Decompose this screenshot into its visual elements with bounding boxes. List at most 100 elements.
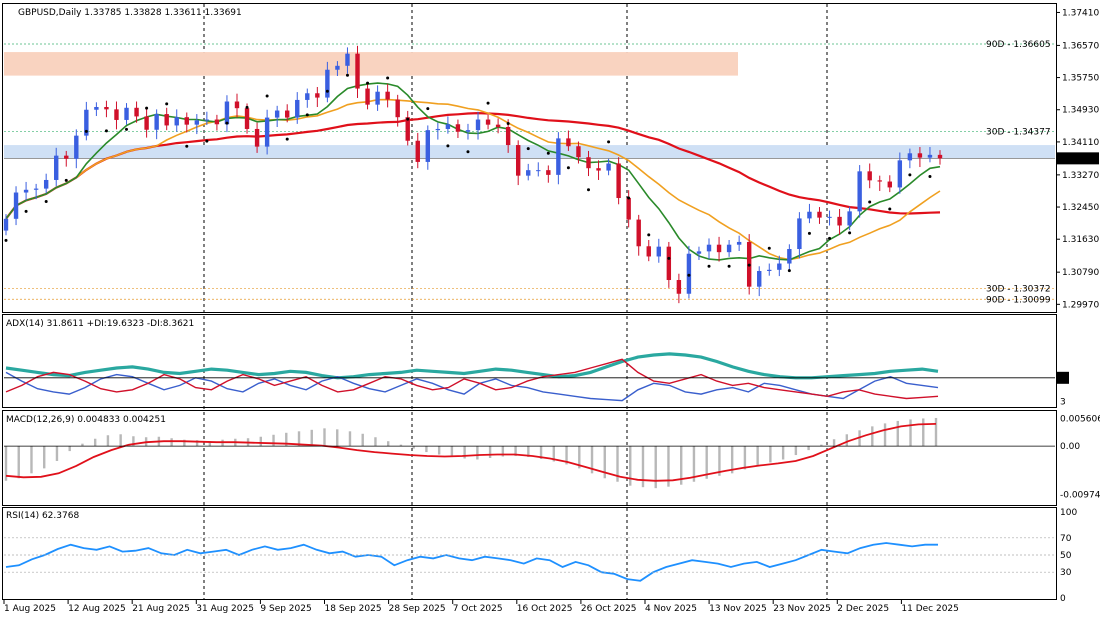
candle-body-8 — [84, 109, 89, 136]
candle-body-51 — [515, 145, 521, 176]
adx-tick-label-1: 3 — [1060, 398, 1066, 408]
candle-body-33 — [335, 65, 340, 70]
price-tick-label-7: 1.32450 — [1062, 203, 1099, 213]
time-tick-label-4: 9 Sep 2025 — [260, 604, 311, 614]
sar-dot-48 — [486, 101, 490, 105]
adx-panel: 25 3 ADX(14) 31.8611 +DI:19.6323 -DI:8.36… — [4, 319, 1069, 408]
candle-body-52 — [526, 170, 531, 176]
price-tick-label-3: 1.34930 — [1062, 106, 1099, 116]
candle-body-16 — [164, 114, 169, 126]
candle-body-69 — [696, 251, 702, 254]
sar-dot-74 — [747, 263, 751, 267]
candle-body-78 — [787, 249, 792, 264]
macd-tick-label-0: 0.005606 — [1060, 414, 1100, 424]
candle-body-76 — [767, 269, 772, 271]
adx-panel-frame — [2, 314, 1057, 408]
rsi-tick-label-2: 50 — [1060, 551, 1072, 561]
candle-body-34 — [345, 53, 350, 66]
price-tick-label-9: 1.30790 — [1062, 268, 1099, 278]
sar-dot-32 — [325, 89, 329, 93]
price-tick-label-6: 1.33270 — [1062, 171, 1099, 181]
price-tick-label-8: 1.31630 — [1062, 235, 1099, 245]
candle-body-89 — [897, 160, 903, 188]
candle-body-57 — [576, 146, 581, 158]
price-panel-frame — [2, 3, 1057, 313]
sar-dot-18 — [185, 144, 189, 148]
candle-body-77 — [777, 263, 782, 270]
sar-dot-10 — [104, 129, 108, 133]
candle-body-3 — [33, 188, 39, 190]
candle-body-47 — [475, 119, 481, 131]
sar-dot-64 — [647, 233, 651, 237]
adx-lines — [5, 352, 939, 402]
price-tick-label-5: 1.33691 — [1060, 154, 1097, 164]
candle-body-85 — [857, 171, 862, 212]
candle-body-67 — [676, 280, 682, 294]
candle-body-50 — [505, 127, 511, 146]
sar-dot-54 — [546, 151, 550, 155]
candle-body-19 — [194, 120, 200, 125]
adx-level-25-tag — [1057, 371, 1069, 384]
level-label-2: 30D - 1.30372 — [986, 285, 1051, 295]
candle-body-70 — [706, 244, 712, 252]
sar-dot-16 — [165, 102, 169, 106]
candle-body-25 — [254, 128, 260, 147]
price-tick-label-10: 1.29970 — [1062, 300, 1099, 310]
candle-body-54 — [546, 170, 551, 175]
candle-body-61 — [616, 163, 621, 199]
rsi-tick-label-3: 30 — [1060, 568, 1072, 578]
candle-body-21 — [214, 119, 220, 125]
time-tick-label-11: 13 Nov 2025 — [709, 604, 767, 614]
candle-body-23 — [234, 101, 240, 109]
sar-dot-84 — [848, 231, 852, 235]
sar-dot-44 — [446, 144, 450, 148]
adx-panel-title: ADX(14) 31.8611 +DI:19.6323 -DI:8.3621 — [6, 319, 194, 329]
sar-dot-88 — [888, 207, 892, 211]
price-axis: 1.37410 1.36570 1.35750 1.34930 1.34110 1.336… — [1056, 8, 1099, 310]
candle-body-62 — [626, 198, 631, 220]
candle-body-38 — [385, 91, 390, 100]
sar-dot-30 — [305, 113, 309, 117]
rsi-tick-label-4: 0 — [1060, 594, 1066, 604]
candle-body-93 — [937, 154, 943, 159]
candle-body-4 — [43, 179, 49, 189]
macd-tick-label-1: 0.00 — [1060, 442, 1080, 452]
sar-dot-12 — [125, 127, 129, 131]
price-panel: 90D - 1.36605 30D - 1.34377 30D - 1.303729… — [3, 8, 1099, 310]
level-label-1: 30D - 1.34377 — [986, 127, 1051, 137]
price-levels: 90D - 1.36605 30D - 1.34377 30D - 1.303729… — [4, 40, 1055, 305]
candle-body-30 — [305, 93, 310, 100]
sar-dot-14 — [145, 106, 149, 110]
candle-body-20 — [204, 119, 210, 121]
candle-body-13 — [134, 107, 139, 117]
time-tick-label-10: 4 Nov 2025 — [645, 604, 697, 614]
candle-body-75 — [757, 270, 762, 287]
macd-axis: 0.005606 0.00 -0.00974 — [4, 414, 1100, 500]
adx-series-1 — [5, 371, 939, 402]
candle-body-43 — [435, 128, 441, 131]
price-panel-title: GBPUSD,Daily 1.33785 1.33828 1.33611 1.3… — [18, 8, 242, 18]
macd-signal-line — [5, 423, 937, 482]
sar-dot-38 — [386, 76, 390, 80]
sar-dot-82 — [828, 236, 832, 240]
time-tick-label-8: 16 Oct 2025 — [517, 604, 573, 614]
candle-body-2 — [23, 189, 29, 193]
sar-dot-58 — [586, 188, 590, 192]
rsi-panel: 100 70 50 30 0 RSI(14) 62.3768 — [4, 508, 1077, 604]
candle-body-53 — [536, 170, 541, 172]
candle-body-29 — [295, 99, 300, 118]
candle-body-84 — [847, 211, 852, 226]
sar-dot-68 — [687, 273, 691, 277]
price-tick-label-1: 1.36570 — [1062, 41, 1099, 51]
rsi-tick-label-0: 100 — [1060, 508, 1077, 518]
sar-dot-60 — [607, 140, 611, 144]
sar-dot-66 — [667, 256, 671, 260]
candle-body-64 — [646, 246, 651, 257]
sar-dot-46 — [466, 150, 470, 154]
sar-dot-62 — [627, 196, 631, 200]
current-price-tag — [1057, 152, 1099, 165]
candle-body-41 — [415, 140, 420, 162]
sar-dot-86 — [868, 200, 872, 204]
candle-body-10 — [104, 107, 109, 110]
